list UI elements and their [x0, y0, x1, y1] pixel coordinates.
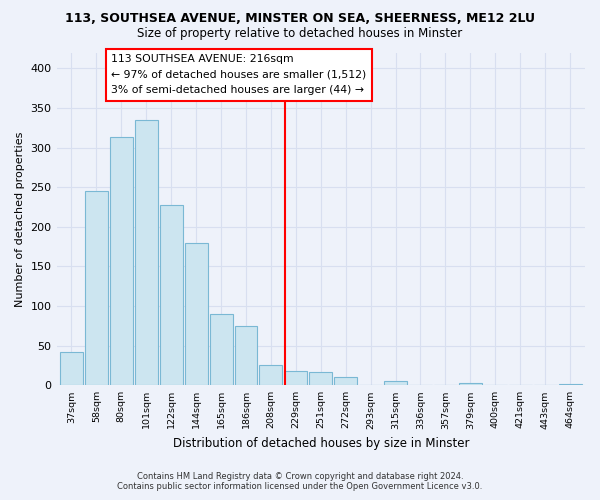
Bar — [459, 383, 482, 386]
Bar — [160, 204, 182, 386]
Bar — [60, 352, 83, 386]
Bar — [384, 382, 407, 386]
X-axis label: Distribution of detached houses by size in Minster: Distribution of detached houses by size … — [173, 437, 469, 450]
Y-axis label: Number of detached properties: Number of detached properties — [15, 131, 25, 306]
Bar — [259, 366, 283, 386]
Bar — [334, 378, 357, 386]
Bar — [85, 191, 108, 386]
Text: Contains HM Land Registry data © Crown copyright and database right 2024.
Contai: Contains HM Land Registry data © Crown c… — [118, 472, 482, 491]
Bar — [284, 371, 307, 386]
Text: Size of property relative to detached houses in Minster: Size of property relative to detached ho… — [137, 28, 463, 40]
Bar — [209, 314, 233, 386]
Text: 113, SOUTHSEA AVENUE, MINSTER ON SEA, SHEERNESS, ME12 2LU: 113, SOUTHSEA AVENUE, MINSTER ON SEA, SH… — [65, 12, 535, 26]
Bar — [135, 120, 158, 386]
Bar — [185, 242, 208, 386]
Text: 113 SOUTHSEA AVENUE: 216sqm
← 97% of detached houses are smaller (1,512)
3% of s: 113 SOUTHSEA AVENUE: 216sqm ← 97% of det… — [112, 54, 367, 96]
Bar — [110, 138, 133, 386]
Bar — [310, 372, 332, 386]
Bar — [235, 326, 257, 386]
Bar — [559, 384, 581, 386]
